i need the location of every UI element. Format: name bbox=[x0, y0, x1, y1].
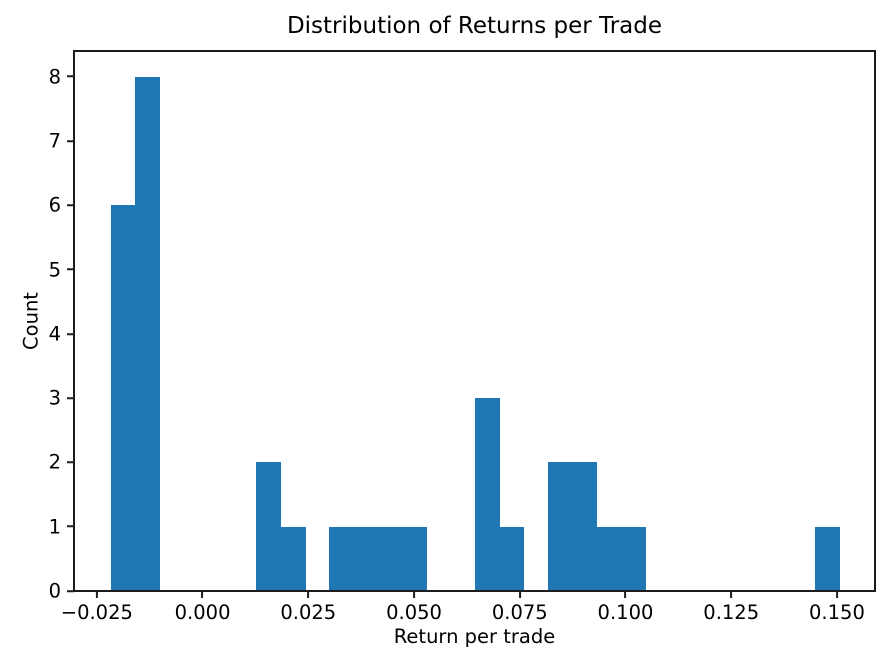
y-tick-mark bbox=[67, 461, 74, 464]
y-tick-mark bbox=[67, 140, 74, 142]
histogram-bar bbox=[620, 526, 646, 591]
histogram-bar bbox=[280, 526, 306, 591]
histogram-bar bbox=[815, 526, 840, 591]
y-axis-tick-label: 7 bbox=[48, 129, 61, 153]
y-axis-tick-label: 2 bbox=[48, 450, 61, 474]
x-axis-tick-label: 0.075 bbox=[491, 601, 548, 624]
histogram-bar bbox=[256, 462, 282, 591]
histogram-bar bbox=[572, 462, 597, 591]
y-tick-mark bbox=[67, 332, 74, 335]
x-axis-tick-label: −0.025 bbox=[60, 601, 133, 624]
x-axis-tick: −0.025 bbox=[61, 591, 133, 623]
y-axis-tick: 3 bbox=[49, 388, 74, 408]
x-tick-mark bbox=[95, 591, 98, 598]
x-axis-tick: 0.100 bbox=[597, 591, 654, 624]
histogram-bar bbox=[135, 76, 160, 591]
y-axis-tick: 4 bbox=[49, 324, 74, 344]
y-axis-tick: 7 bbox=[49, 131, 74, 151]
x-axis-tick-label: 0.100 bbox=[597, 601, 654, 624]
histogram-bar bbox=[499, 526, 525, 591]
histogram-bar bbox=[402, 526, 427, 591]
y-axis-tick-label: 1 bbox=[48, 514, 61, 538]
x-axis: −0.025 0.000 0.025 0.050 0.075 0.100 0.125 0.15… bbox=[61, 591, 875, 631]
y-tick-mark bbox=[67, 590, 74, 592]
histogram-bar bbox=[110, 205, 136, 591]
chart-title: Distribution of Returns per Trade bbox=[286, 13, 663, 39]
y-tick-mark bbox=[67, 268, 74, 271]
y-axis-tick: 0 bbox=[49, 581, 74, 601]
y-axis-tick: 2 bbox=[49, 453, 74, 473]
y-axis-tick-label: 6 bbox=[48, 193, 61, 217]
x-axis-tick-label: 0.125 bbox=[703, 601, 760, 624]
x-axis-tick: 0.075 bbox=[492, 591, 548, 623]
y-axis-tick: 1 bbox=[49, 517, 74, 537]
x-axis-tick: 0.050 bbox=[386, 591, 442, 623]
x-axis-tick: 0.125 bbox=[703, 591, 759, 623]
y-axis-label: Count bbox=[19, 292, 43, 350]
x-tick-mark bbox=[730, 591, 733, 598]
axis-spine-right bbox=[874, 50, 876, 592]
axis-spine-bottom bbox=[73, 590, 876, 592]
plot-area bbox=[73, 50, 876, 592]
x-axis-tick-label: 0.050 bbox=[386, 601, 442, 624]
histogram-bar bbox=[329, 526, 355, 591]
y-axis-tick: 8 bbox=[49, 67, 74, 87]
y-axis-tick-label: 3 bbox=[48, 386, 61, 410]
x-tick-mark bbox=[413, 591, 416, 598]
histogram-bar bbox=[475, 398, 500, 591]
x-axis-tick-label: 0.150 bbox=[809, 601, 865, 624]
x-tick-mark bbox=[518, 591, 521, 598]
x-axis-tick: 0.025 bbox=[280, 591, 336, 623]
histogram-bar bbox=[596, 526, 622, 591]
histogram-bar bbox=[353, 526, 379, 591]
x-tick-mark bbox=[201, 591, 204, 598]
y-axis-tick: 5 bbox=[49, 260, 74, 280]
y-tick-mark bbox=[67, 204, 74, 207]
x-axis-tick: 0.150 bbox=[809, 591, 865, 623]
axis-spine-left bbox=[73, 50, 75, 592]
axis-spine-top bbox=[73, 50, 876, 52]
x-axis-label: Return per trade bbox=[393, 625, 556, 648]
x-tick-mark bbox=[307, 591, 310, 598]
x-axis-tick: 0.000 bbox=[174, 591, 231, 624]
y-tick-mark bbox=[67, 525, 74, 528]
y-axis: 0 1 2 3 4 5 6 7 8 bbox=[0, 51, 74, 600]
x-axis-tick-label: 0.025 bbox=[280, 601, 337, 624]
x-tick-mark bbox=[624, 591, 627, 598]
histogram-bar bbox=[377, 526, 403, 591]
y-axis-tick-label: 0 bbox=[48, 579, 61, 603]
y-tick-mark bbox=[67, 75, 74, 78]
y-tick-mark bbox=[67, 397, 74, 400]
y-axis-tick: 6 bbox=[49, 196, 74, 216]
histogram-bar bbox=[547, 462, 573, 591]
x-axis-tick-label: 0.000 bbox=[174, 601, 231, 624]
x-tick-mark bbox=[835, 591, 838, 598]
y-axis-tick-label: 4 bbox=[48, 322, 61, 346]
y-axis-tick-label: 5 bbox=[48, 257, 61, 281]
y-axis-tick-label: 8 bbox=[48, 64, 61, 88]
